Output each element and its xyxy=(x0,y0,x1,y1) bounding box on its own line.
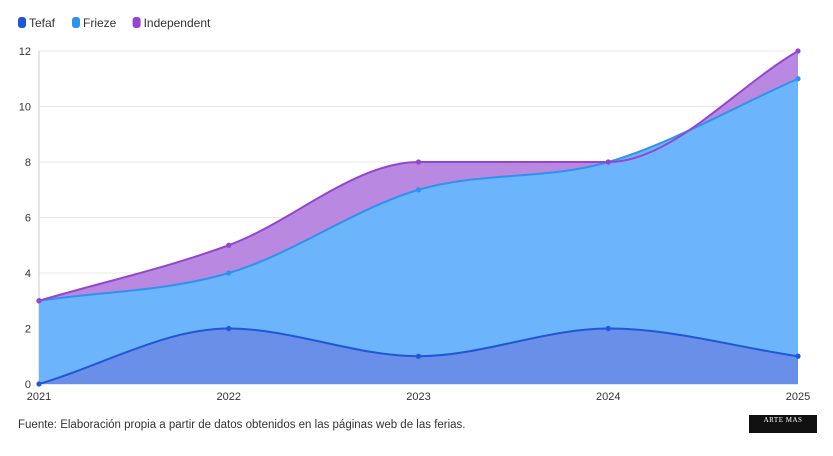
point-frieze xyxy=(226,270,232,276)
legend-swatch-tefaf xyxy=(18,17,26,28)
point-frieze xyxy=(795,76,801,82)
area-independent xyxy=(39,51,798,301)
x-tick-label: 2021 xyxy=(27,391,51,403)
point-tefaf xyxy=(36,381,42,387)
x-tick-label: 2024 xyxy=(596,391,620,403)
y-tick-label: 12 xyxy=(19,46,31,58)
y-tick-label: 0 xyxy=(25,379,31,391)
brand-logo: ARTE MAS xyxy=(749,415,817,433)
point-independent xyxy=(605,159,611,165)
y-tick-label: 2 xyxy=(25,324,31,336)
y-tick-label: 4 xyxy=(25,268,31,280)
x-tick-label: 2025 xyxy=(786,391,810,403)
legend-label-tefaf: Tefaf xyxy=(29,16,56,30)
x-tick-label: 2022 xyxy=(217,391,241,403)
point-independent xyxy=(36,298,42,304)
point-tefaf xyxy=(605,325,611,332)
y-tick-label: 10 xyxy=(19,102,31,114)
point-tefaf xyxy=(795,353,801,359)
point-frieze xyxy=(415,187,422,193)
y-tick-label: 6 xyxy=(25,213,31,225)
y-tick-label: 8 xyxy=(25,157,31,169)
x-tick-label: 2023 xyxy=(406,391,430,403)
legend-label-independent: Independent xyxy=(144,16,211,30)
point-tefaf xyxy=(226,325,232,332)
legend-swatch-independent xyxy=(132,17,141,28)
area-frieze xyxy=(39,78,798,384)
source-note: Fuente: Elaboración propia a partir de d… xyxy=(18,419,466,431)
point-independent xyxy=(415,159,422,165)
point-tefaf xyxy=(415,353,422,359)
legend-swatch-frieze xyxy=(72,17,80,28)
point-independent xyxy=(226,242,232,248)
point-independent xyxy=(795,48,801,54)
legend-label-frieze: Frieze xyxy=(83,16,117,30)
